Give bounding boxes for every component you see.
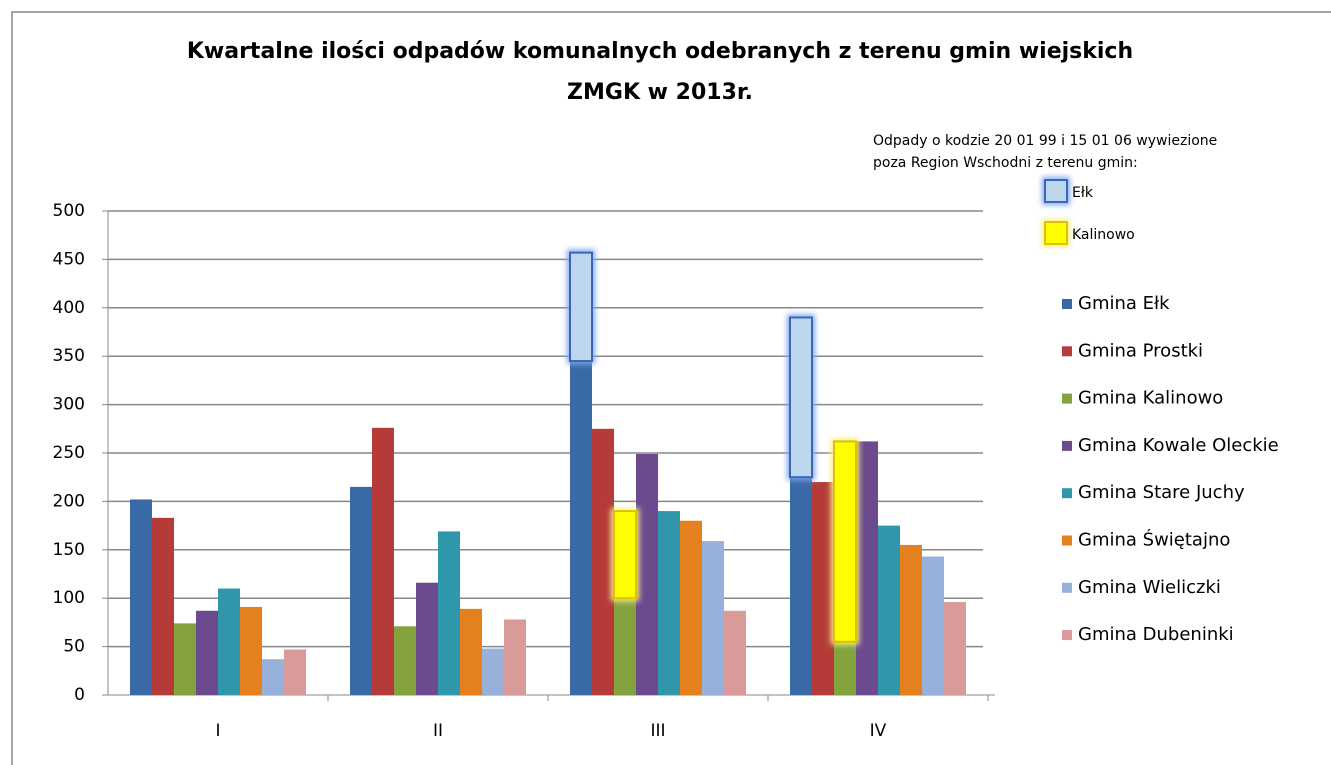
y-tick-label: 450 <box>53 249 85 269</box>
bar <box>834 641 856 695</box>
bar <box>130 499 152 695</box>
legend-label: Gmina Kowale Oleckie <box>1078 435 1279 456</box>
legend-swatch <box>1062 346 1072 357</box>
overlay-caption: poza Region Wschodni z terenu gmin: <box>873 155 1138 171</box>
bar <box>460 608 482 695</box>
legend-swatch <box>1062 440 1072 451</box>
legend-swatch <box>1062 299 1072 309</box>
chart-title: ZMGK w 2013r. <box>567 80 753 105</box>
bar <box>482 648 504 695</box>
y-tick-label: 0 <box>74 685 85 705</box>
bar <box>504 619 526 695</box>
chart-title: Kwartalne ilości odpadów komunalnych ode… <box>187 39 1133 64</box>
x-tick-label: III <box>650 721 665 741</box>
bar <box>218 588 240 695</box>
bar <box>944 602 966 695</box>
overlay-legend-label: Ełk <box>1072 185 1094 201</box>
legend-label: Gmina Prostki <box>1078 340 1203 361</box>
overlay-legend-swatch <box>1044 221 1068 245</box>
overlay-bar <box>789 316 813 479</box>
y-tick-label: 100 <box>53 588 85 608</box>
y-tick-label: 300 <box>53 395 85 415</box>
bar <box>856 441 878 695</box>
bar <box>152 517 174 695</box>
legend-swatch <box>1062 582 1072 593</box>
overlay-caption: Odpady o kodzie 20 01 99 i 15 01 06 wywi… <box>873 133 1217 149</box>
bar <box>790 477 812 695</box>
bar <box>614 598 636 695</box>
overlay-bar <box>569 251 593 363</box>
bar <box>196 610 218 695</box>
bar <box>262 659 284 695</box>
bar <box>592 428 614 695</box>
bar <box>878 525 900 695</box>
legend-label: Gmina Świętajno <box>1078 529 1230 551</box>
x-tick-label: II <box>433 721 443 741</box>
bar <box>372 427 394 695</box>
y-tick-label: 400 <box>53 298 85 318</box>
bar <box>702 541 724 695</box>
bar <box>438 531 460 695</box>
legend-label: Gmina Ełk <box>1078 293 1170 314</box>
x-tick-label: I <box>215 721 220 741</box>
overlay-legend-label: Kalinowo <box>1072 227 1135 243</box>
legend-label: Gmina Kalinowo <box>1078 388 1223 409</box>
y-tick-label: 250 <box>53 443 85 463</box>
overlay-legend-swatch <box>1044 179 1068 203</box>
bar <box>394 626 416 695</box>
y-tick-label: 500 <box>53 201 85 221</box>
bar <box>636 453 658 695</box>
bar <box>174 623 196 695</box>
y-tick-label: 200 <box>53 491 85 511</box>
legend-label: Gmina Wieliczki <box>1078 577 1221 598</box>
legend-swatch <box>1062 535 1072 546</box>
x-tick-label: IV <box>870 721 887 741</box>
legend-swatch <box>1062 488 1072 499</box>
legend-label: Gmina Stare Juchy <box>1078 482 1245 503</box>
legend-swatch <box>1062 630 1072 641</box>
overlay-bar <box>613 510 637 600</box>
overlay-bar <box>833 440 857 643</box>
legend-swatch <box>1062 393 1072 404</box>
y-tick-label: 150 <box>53 540 85 560</box>
bar <box>812 482 834 695</box>
bar <box>284 649 306 695</box>
bar <box>922 556 944 695</box>
y-tick-label: 350 <box>53 346 85 366</box>
bar <box>350 486 372 695</box>
bar <box>900 544 922 695</box>
bar <box>570 361 592 695</box>
y-tick-label: 50 <box>63 637 85 657</box>
bar <box>680 520 702 695</box>
bar <box>724 610 746 695</box>
legend-label: Gmina Dubeninki <box>1078 624 1234 645</box>
bar <box>658 511 680 695</box>
bar <box>240 606 262 695</box>
bar <box>416 582 438 695</box>
